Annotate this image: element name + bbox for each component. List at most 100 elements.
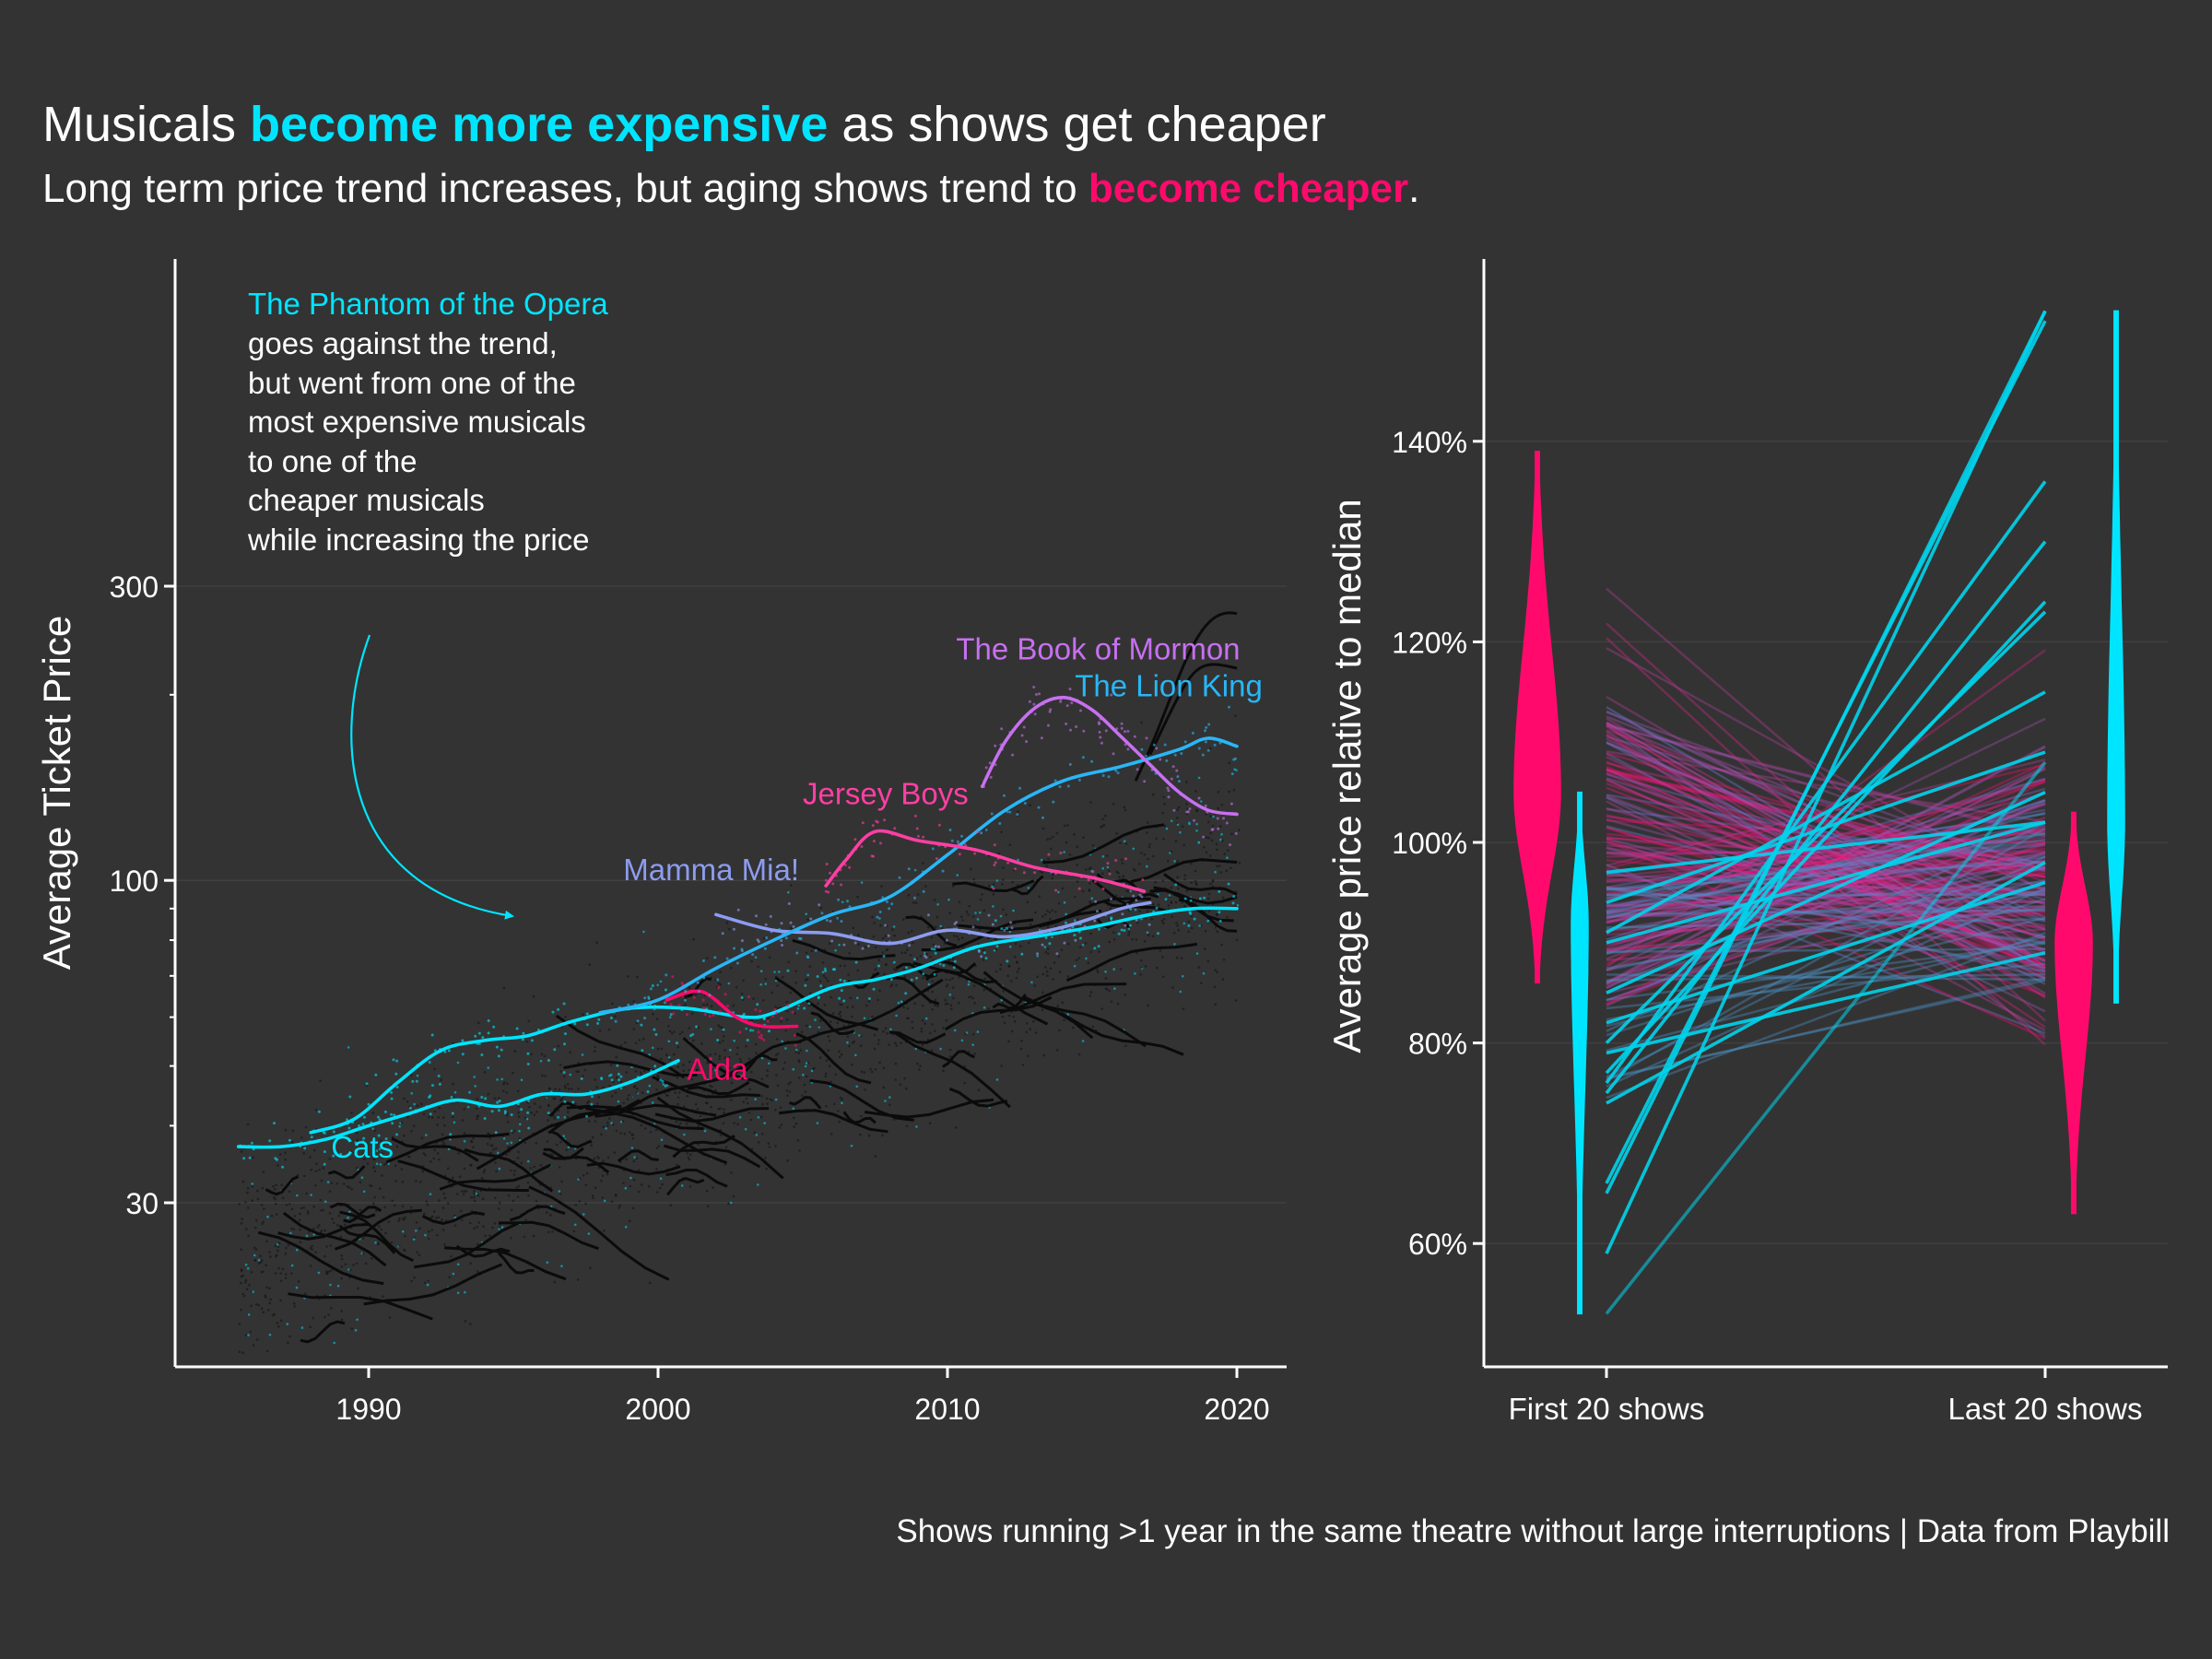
the-book-of-mormon-point xyxy=(1038,692,1041,696)
mamma-mia-point xyxy=(934,945,937,948)
the-lion-king-point xyxy=(1041,816,1044,819)
scatter-point xyxy=(747,1112,751,1114)
scatter-point xyxy=(362,1190,366,1194)
the-phantom-of-the-opera-point xyxy=(332,1130,335,1134)
scatter-point xyxy=(410,1130,413,1133)
the-lion-king-point xyxy=(1178,780,1181,783)
scatter-point xyxy=(498,1228,500,1230)
scatter-point xyxy=(276,1322,279,1324)
scatter-point xyxy=(978,928,982,931)
scatter-point xyxy=(1183,874,1186,877)
scatter-point xyxy=(447,1181,451,1184)
the-phantom-of-the-opera-point xyxy=(609,1017,613,1019)
scatter-point xyxy=(914,1047,918,1051)
mamma-mia-point xyxy=(818,903,821,907)
scatter-point xyxy=(426,1203,429,1206)
scatter-point xyxy=(431,1215,434,1218)
jersey-boys-point xyxy=(829,871,831,875)
scatter-point xyxy=(1101,818,1104,821)
scatter-point xyxy=(246,1123,250,1126)
background-trend-line xyxy=(1065,942,1198,982)
scatter-point xyxy=(1079,946,1082,948)
scatter-point xyxy=(350,1327,354,1330)
scatter-point xyxy=(524,1116,527,1120)
jersey-boys-point xyxy=(870,854,874,858)
jersey-boys-point xyxy=(957,842,960,846)
scatter-point xyxy=(505,1090,509,1094)
jersey-boys-point xyxy=(893,827,897,830)
scatter-point xyxy=(280,1183,284,1187)
scatter-point xyxy=(785,1000,789,1004)
background-trend-line xyxy=(948,1087,1008,1108)
scatter-point xyxy=(382,1295,384,1298)
scatter-point xyxy=(333,1221,335,1225)
scatter-point xyxy=(1030,981,1033,984)
mamma-mia-point xyxy=(1132,894,1135,898)
scatter-point xyxy=(1096,971,1100,974)
scatter-point xyxy=(487,1066,489,1069)
background-slope-line xyxy=(1606,745,2046,984)
scatter-point xyxy=(520,1078,524,1081)
scatter-point xyxy=(871,1015,874,1018)
cats-point xyxy=(449,1133,453,1136)
scatter-point xyxy=(1013,955,1017,959)
background-slope-line xyxy=(1606,839,2046,1041)
scatter-point xyxy=(614,1091,618,1094)
the-lion-king-point xyxy=(913,896,916,900)
scatter-point xyxy=(486,1142,489,1146)
the-lion-king-point xyxy=(1081,756,1085,759)
scatter-point xyxy=(540,1053,544,1056)
scatter-point xyxy=(615,1129,618,1133)
scatter-point xyxy=(960,915,963,918)
y-tick-label-30: 30 xyxy=(125,1187,159,1220)
scatter-point xyxy=(768,956,771,959)
the-lion-king-point xyxy=(1197,747,1201,750)
scatter-point xyxy=(846,1041,849,1044)
background-slope-line xyxy=(1606,872,2046,945)
scatter-point xyxy=(1234,905,1237,908)
mamma-mia-point xyxy=(980,955,983,959)
scatter-point xyxy=(1144,965,1147,968)
scatter-point xyxy=(624,1041,627,1044)
scatter-point xyxy=(655,1088,658,1091)
scatter-point xyxy=(1157,903,1160,906)
scatter-point xyxy=(805,912,807,915)
scatter-point xyxy=(360,1176,364,1179)
background-slope-line xyxy=(1606,877,2046,893)
background-trend-line xyxy=(1060,1011,1184,1056)
scatter-point xyxy=(759,982,762,986)
scatter-point xyxy=(878,1061,881,1064)
scatter-point xyxy=(1123,840,1126,842)
scatter-point xyxy=(789,1081,792,1084)
scatter-point xyxy=(244,1263,248,1266)
scatter-point xyxy=(948,978,951,982)
jersey-boys-point xyxy=(1114,859,1118,862)
background-slope-line xyxy=(1606,865,2046,947)
scatter-point xyxy=(298,1218,301,1222)
scatter-point xyxy=(304,1125,308,1129)
scatter-point xyxy=(968,904,971,908)
scatter-point xyxy=(397,1244,401,1248)
scatter-point xyxy=(1132,847,1135,851)
the-phantom-of-the-opera-point xyxy=(1117,932,1121,935)
scatter-point xyxy=(767,1142,771,1145)
the-book-of-mormon-point xyxy=(1028,700,1031,703)
scatter-point xyxy=(680,1184,684,1187)
background-slope-line xyxy=(1606,832,2046,913)
background-trend-line xyxy=(265,1175,300,1196)
the-phantom-of-the-opera-point xyxy=(362,1136,366,1140)
the-lion-king-point xyxy=(814,948,818,952)
mamma-mia-point xyxy=(937,945,940,948)
scatter-point xyxy=(719,1026,722,1029)
scatter-point xyxy=(906,948,909,951)
scatter-point xyxy=(913,1002,916,1006)
scatter-point xyxy=(757,1141,760,1144)
the-book-of-mormon-point xyxy=(1124,743,1127,747)
jersey-boys-point xyxy=(883,818,887,822)
annotation-line-2: but went from one of the xyxy=(248,366,576,400)
the-lion-king-point xyxy=(740,947,744,951)
scatter-point xyxy=(830,995,832,999)
scatter-point xyxy=(888,1103,891,1106)
cats-point xyxy=(384,1137,388,1141)
scatter-point xyxy=(602,1230,606,1232)
